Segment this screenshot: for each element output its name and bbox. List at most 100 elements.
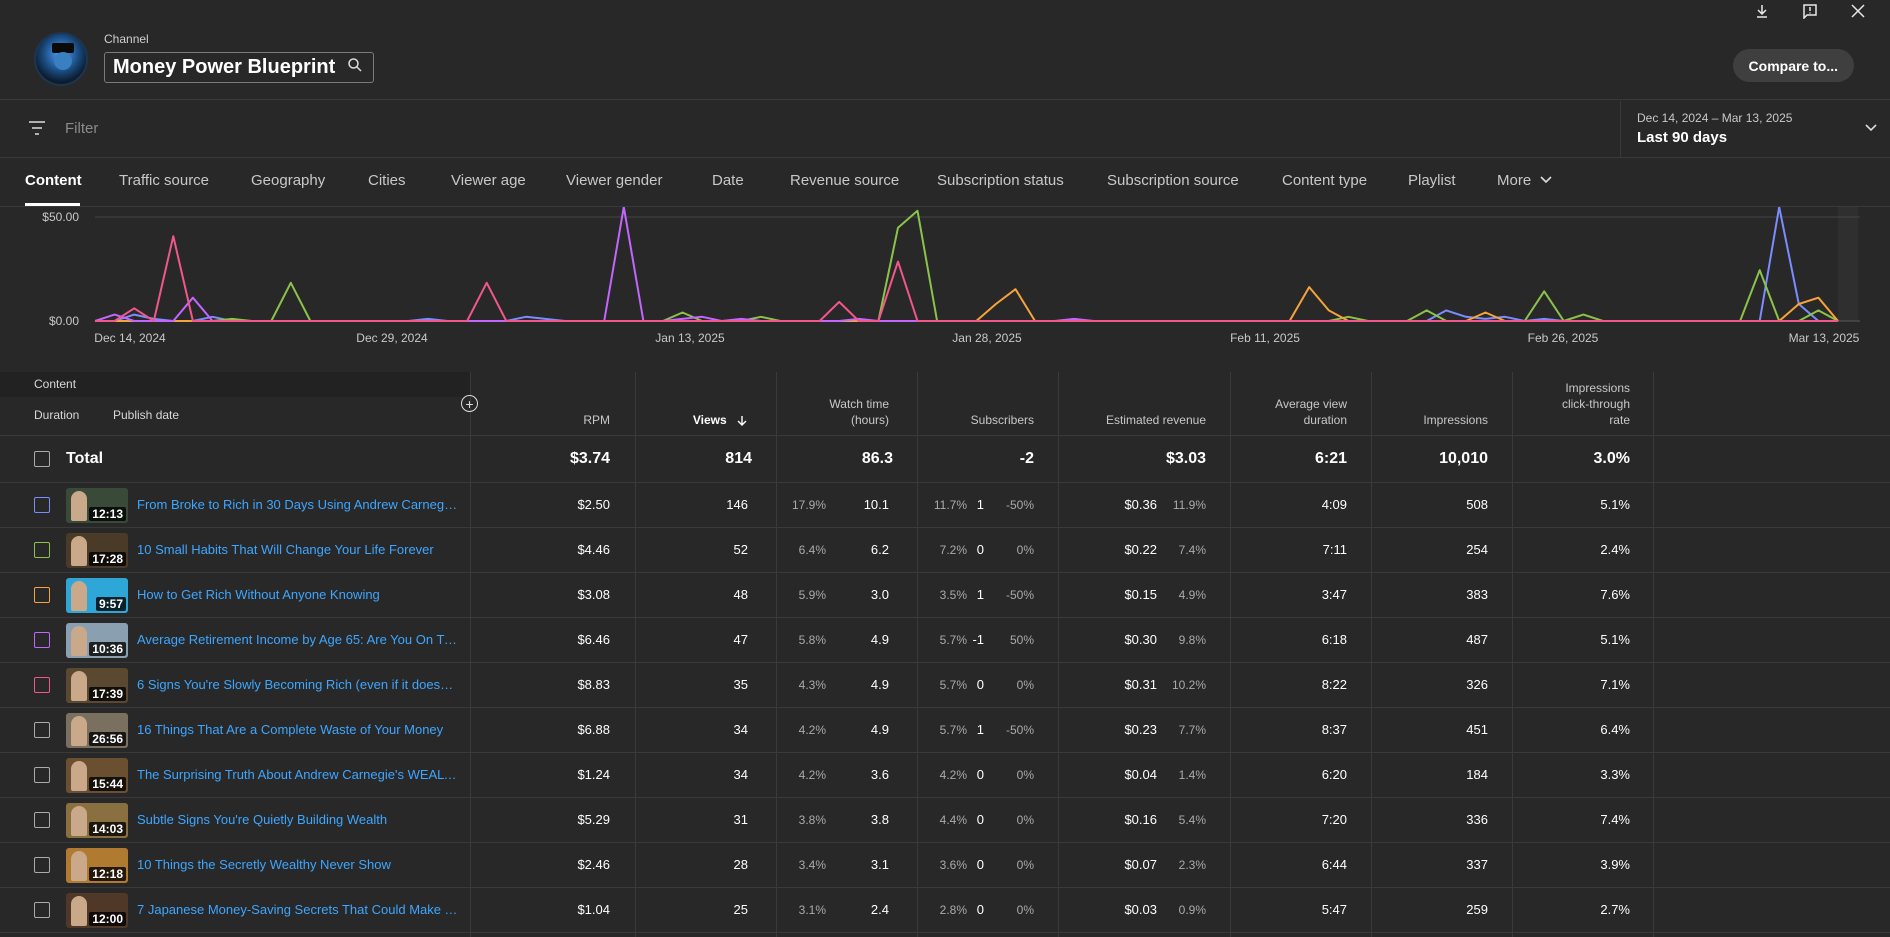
video-title-link[interactable]: Average Retirement Income by Age 65: Are… xyxy=(137,632,459,647)
filter-icon[interactable] xyxy=(28,121,46,140)
video-thumbnail[interactable]: 26:56 xyxy=(66,713,128,748)
video-thumbnail[interactable]: 17:28 xyxy=(66,533,128,568)
filter-bar: Filter Dec 14, 2024 – Mar 13, 2025 Last … xyxy=(0,101,1890,158)
tab-geography[interactable]: Geography xyxy=(251,172,326,189)
add-column-icon[interactable]: + xyxy=(461,395,478,412)
tab-content[interactable]: Content xyxy=(25,172,82,189)
tab-cities[interactable]: Cities xyxy=(368,172,406,189)
cell-subs_pct: -50% xyxy=(1005,498,1034,512)
ctr-header[interactable]: Impressions click-through rate xyxy=(1562,380,1630,428)
thumbnail-person xyxy=(71,896,87,926)
duration-header[interactable]: Duration xyxy=(34,408,80,422)
tab-date[interactable]: Date xyxy=(712,172,744,189)
watch-time-header[interactable]: Watch time (hours) xyxy=(829,396,889,428)
series-line-1[interactable] xyxy=(95,209,1839,322)
table-row[interactable]: 12:18 10 Things the Secretly Wealthy Neve… xyxy=(0,843,1890,888)
tab-more[interactable]: More xyxy=(1497,172,1553,189)
cell-subs_pct: 0% xyxy=(1016,678,1034,692)
row-checkbox[interactable] xyxy=(34,587,50,603)
table-row[interactable]: 9:57 How to Get Rich Without Anyone Knowi… xyxy=(0,573,1890,618)
video-title-link[interactable]: The Surprising Truth About Andrew Carneg… xyxy=(137,767,459,782)
video-duration: 26:56 xyxy=(89,732,126,746)
row-checkbox[interactable] xyxy=(34,902,50,918)
series-line-4[interactable] xyxy=(95,235,1838,322)
row-checkbox[interactable] xyxy=(34,497,50,513)
video-title-link[interactable]: How to Get Rich Without Anyone Knowing xyxy=(137,587,380,602)
thumbnail-person xyxy=(71,536,87,566)
chevron-down-icon xyxy=(1540,176,1552,184)
video-thumbnail[interactable]: 9:57 xyxy=(66,578,128,613)
cell-subs: 1 xyxy=(976,497,984,512)
row-checkbox[interactable] xyxy=(34,767,50,783)
row-checkbox[interactable] xyxy=(34,812,50,828)
tab-subscription-source[interactable]: Subscription source xyxy=(1107,172,1239,189)
video-thumbnail[interactable]: 14:03 xyxy=(66,803,128,838)
search-icon[interactable] xyxy=(347,57,363,78)
avg-view-duration-header-line1: Average view xyxy=(1275,397,1347,411)
table-row[interactable]: 15:44 The Surprising Truth About Andrew C… xyxy=(0,753,1890,798)
total-revenue: $3.03 xyxy=(1165,450,1206,467)
row-checkbox[interactable] xyxy=(34,632,50,648)
video-thumbnail[interactable]: 15:44 xyxy=(66,758,128,793)
video-thumbnail[interactable]: 10:36 xyxy=(66,623,128,658)
tab-traffic-source[interactable]: Traffic source xyxy=(119,172,210,189)
subscribers-header[interactable]: Subscribers xyxy=(970,413,1034,427)
table-row[interactable]: 12:00 7 Japanese Money-Saving Secrets Tha… xyxy=(0,888,1890,933)
tab-content-type[interactable]: Content type xyxy=(1282,172,1368,189)
publish-date-header[interactable]: Publish date xyxy=(113,408,180,422)
cell-views_pct: 4.2% xyxy=(798,768,826,782)
video-title-link[interactable]: 10 Small Habits That Will Change Your Li… xyxy=(137,542,434,557)
table-row[interactable]: 12:13 From Broke to Rich in 30 Days Using… xyxy=(0,483,1890,528)
total-checkbox[interactable] xyxy=(34,451,50,467)
video-thumbnail[interactable]: 12:13 xyxy=(66,488,128,523)
video-title-link[interactable]: Subtle Signs You're Quietly Building Wea… xyxy=(137,812,388,827)
download-icon[interactable] xyxy=(1738,0,1786,22)
table-row[interactable]: 17:28 10 Small Habits That Will Change Yo… xyxy=(0,528,1890,573)
thumbnail-person xyxy=(71,716,87,746)
revenue-chart: $50.00 $0.00 Dec 14, 2024 Dec 29, 2024 Jan 1… xyxy=(42,207,1860,345)
impressions-header[interactable]: Impressions xyxy=(1423,413,1488,427)
cell-revenue: $0.23 xyxy=(1124,722,1157,737)
views-header[interactable]: Views xyxy=(693,412,748,428)
tab-subscription-status[interactable]: Subscription status xyxy=(937,172,1064,189)
tab-playlist[interactable]: Playlist xyxy=(1408,172,1456,189)
video-title-link[interactable]: 16 Things That Are a Complete Waste of Y… xyxy=(137,722,444,737)
tab-viewer-age[interactable]: Viewer age xyxy=(451,172,526,189)
compare-button[interactable]: Compare to... xyxy=(1732,49,1854,82)
row-checkbox[interactable] xyxy=(34,722,50,738)
video-title-link[interactable]: 7 Japanese Money-Saving Secrets That Cou… xyxy=(137,902,459,917)
video-thumbnail[interactable]: 12:18 xyxy=(66,848,128,883)
table-row[interactable]: 14:03 Subtle Signs You're Quietly Buildin… xyxy=(0,798,1890,843)
rpm-header[interactable]: RPM xyxy=(583,413,610,427)
channel-selector[interactable]: Money Power Blueprint xyxy=(104,52,375,83)
cell-revenue_pct: 9.8% xyxy=(1178,633,1206,647)
table-row[interactable]: 10:36 Average Retirement Income by Age 65… xyxy=(0,618,1890,663)
row-checkbox[interactable] xyxy=(34,542,50,558)
feedback-icon[interactable] xyxy=(1786,0,1834,22)
filter-input[interactable]: Filter xyxy=(65,120,99,137)
series-line-3[interactable] xyxy=(94,207,1838,322)
cell-impr: 487 xyxy=(1466,632,1488,647)
tab-viewer-gender[interactable]: Viewer gender xyxy=(566,172,663,189)
video-thumbnail[interactable]: 12:00 xyxy=(66,893,128,928)
estimated-revenue-header[interactable]: Estimated revenue xyxy=(1105,413,1206,427)
date-range-picker[interactable]: Dec 14, 2024 – Mar 13, 2025 Last 90 days xyxy=(1620,101,1890,158)
video-title-link[interactable]: 6 Signs You're Slowly Becoming Rich (eve… xyxy=(137,677,459,692)
cell-subs: 0 xyxy=(976,857,984,872)
x-tick-label: Mar 13, 2025 xyxy=(1789,331,1860,345)
table-row[interactable]: 26:56 16 Things That Are a Complete Waste… xyxy=(0,708,1890,753)
avg-view-duration-header[interactable]: Average view duration xyxy=(1275,396,1347,428)
cell-watch_pct: 2.8% xyxy=(939,903,967,917)
video-title-link[interactable]: From Broke to Rich in 30 Days Using Andr… xyxy=(137,497,459,512)
cell-views_pct: 3.8% xyxy=(798,813,826,827)
cell-views_pct: 17.9% xyxy=(791,498,826,512)
tab-revenue-source[interactable]: Revenue source xyxy=(790,172,900,189)
row-checkbox[interactable] xyxy=(34,857,50,873)
cell-views: 47 xyxy=(733,632,748,647)
table-row[interactable]: 17:39 6 Signs You're Slowly Becoming Rich… xyxy=(0,663,1890,708)
video-thumbnail[interactable]: 17:39 xyxy=(66,668,128,703)
series-line-0[interactable] xyxy=(95,207,1838,322)
video-title-link[interactable]: 10 Things the Secretly Wealthy Never Sho… xyxy=(137,857,391,872)
row-checkbox[interactable] xyxy=(34,677,50,693)
close-icon[interactable] xyxy=(1834,0,1882,22)
